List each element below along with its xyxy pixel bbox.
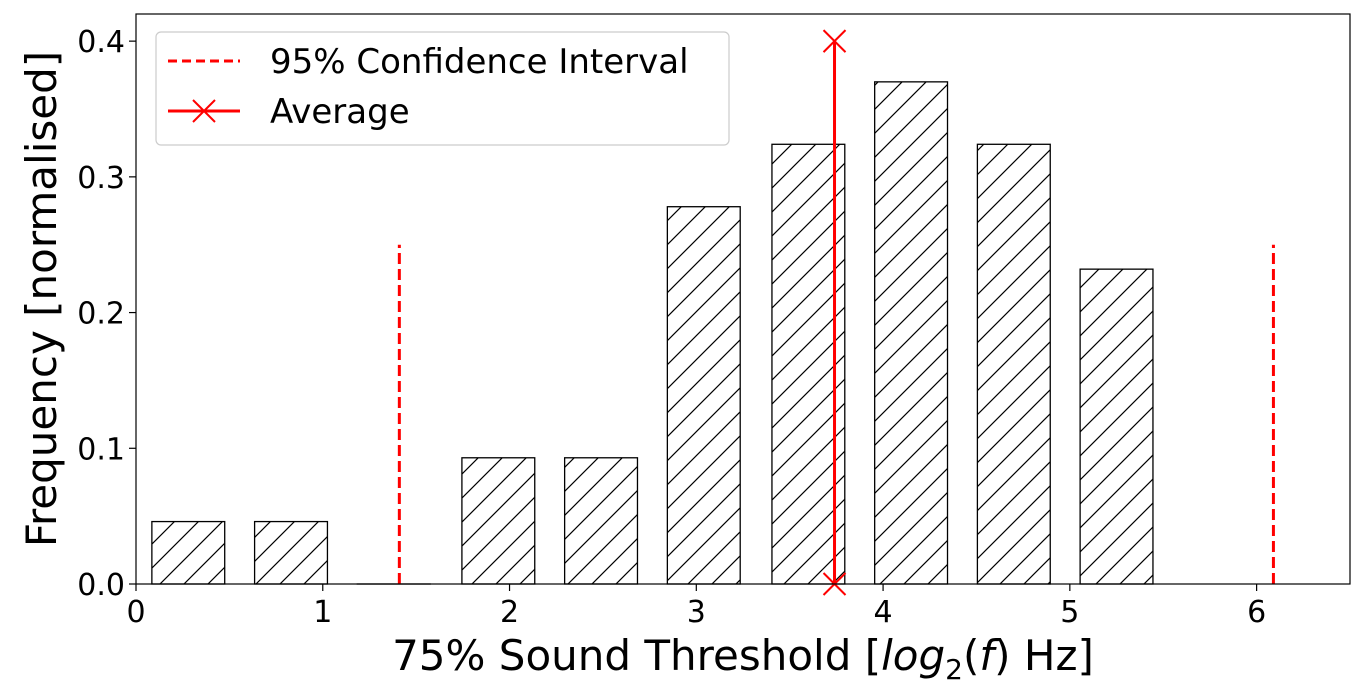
- legend-box: [155, 31, 730, 146]
- bars-layer: [151, 81, 1154, 585]
- y-tick-label: 0.1: [77, 432, 125, 467]
- legend-ci-label: 95% Confidence Interval: [270, 42, 689, 82]
- y-tick-label: 0.2: [77, 297, 125, 332]
- bar-9: [976, 143, 1051, 585]
- x-axis-title-log: log: [881, 631, 945, 680]
- legend-average-marker: [192, 99, 216, 123]
- x-tick-label: 6: [1247, 595, 1266, 630]
- legend: 95% Confidence Interval Average: [155, 31, 730, 146]
- bar-7: [771, 143, 846, 585]
- bar-10: [1079, 268, 1154, 585]
- plot-frame: [135, 13, 1351, 585]
- x-tick-label: 3: [687, 595, 706, 630]
- x-tick-label: 4: [874, 595, 893, 630]
- bar-4: [461, 457, 536, 585]
- y-tick-label: 0.3: [77, 161, 125, 196]
- legend-average-label: Average: [270, 92, 410, 132]
- x-tick-label: 5: [1060, 595, 1079, 630]
- bar-5: [563, 457, 639, 585]
- bar-1: [151, 520, 226, 585]
- x-axis-title-subscript: 2: [945, 653, 963, 681]
- bar-8: [874, 81, 949, 585]
- y-axis: 0.0 0.1 0.2 0.3 0.4: [77, 25, 136, 603]
- x-axis-title-suffix: ) Hz]: [994, 631, 1094, 680]
- x-tick-label: 0: [126, 595, 145, 630]
- x-tick-label: 2: [500, 595, 519, 630]
- bar-2: [253, 520, 329, 585]
- x-axis-title: 75% Sound Threshold [log2(f) Hz]: [392, 631, 1094, 681]
- average-marker-1: [822, 29, 847, 53]
- x-axis-title-prefix: 75% Sound Threshold [: [392, 631, 881, 680]
- x-tick-label: 1: [313, 595, 332, 630]
- bar-6: [666, 206, 741, 585]
- y-tick-label: 0.4: [77, 25, 125, 60]
- x-axis: 0 1 2 3 4 5 6: [126, 584, 1266, 630]
- y-tick-label: 0.0: [77, 568, 125, 603]
- x-axis-title-paren: (: [963, 631, 979, 680]
- y-axis-title: Frequency [normalised]: [17, 51, 66, 547]
